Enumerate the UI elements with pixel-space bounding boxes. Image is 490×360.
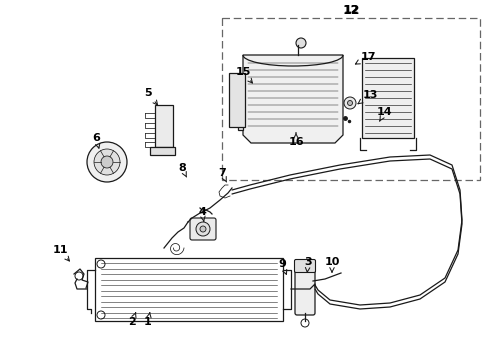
Circle shape xyxy=(196,222,210,236)
Text: 13: 13 xyxy=(358,90,378,104)
Circle shape xyxy=(87,142,127,182)
FancyBboxPatch shape xyxy=(294,260,316,273)
Text: 15: 15 xyxy=(235,67,252,83)
Circle shape xyxy=(94,149,120,175)
FancyBboxPatch shape xyxy=(295,265,315,315)
Polygon shape xyxy=(229,73,245,127)
Text: 10: 10 xyxy=(324,257,340,272)
Circle shape xyxy=(296,38,306,48)
Polygon shape xyxy=(238,75,243,130)
Polygon shape xyxy=(362,58,414,138)
Text: 17: 17 xyxy=(355,52,376,64)
Text: 9: 9 xyxy=(278,259,287,274)
Text: 6: 6 xyxy=(92,133,100,148)
Text: 16: 16 xyxy=(288,133,304,147)
Circle shape xyxy=(101,156,113,168)
Text: 3: 3 xyxy=(304,257,312,272)
Text: 12: 12 xyxy=(343,5,359,15)
Bar xyxy=(95,258,283,321)
Bar xyxy=(222,18,480,180)
FancyBboxPatch shape xyxy=(190,218,216,240)
Polygon shape xyxy=(243,55,343,143)
Text: 7: 7 xyxy=(218,168,226,182)
Text: 11: 11 xyxy=(52,245,70,261)
Text: 4: 4 xyxy=(198,207,206,221)
Text: 14: 14 xyxy=(377,107,393,121)
Circle shape xyxy=(347,100,352,105)
Circle shape xyxy=(344,97,356,109)
Text: 1: 1 xyxy=(144,313,152,327)
Polygon shape xyxy=(155,105,173,147)
Polygon shape xyxy=(150,147,175,155)
Circle shape xyxy=(200,226,206,232)
Text: 8: 8 xyxy=(178,163,187,177)
Text: 5: 5 xyxy=(144,88,158,105)
Text: 12: 12 xyxy=(342,4,360,17)
Text: 2: 2 xyxy=(128,313,136,327)
